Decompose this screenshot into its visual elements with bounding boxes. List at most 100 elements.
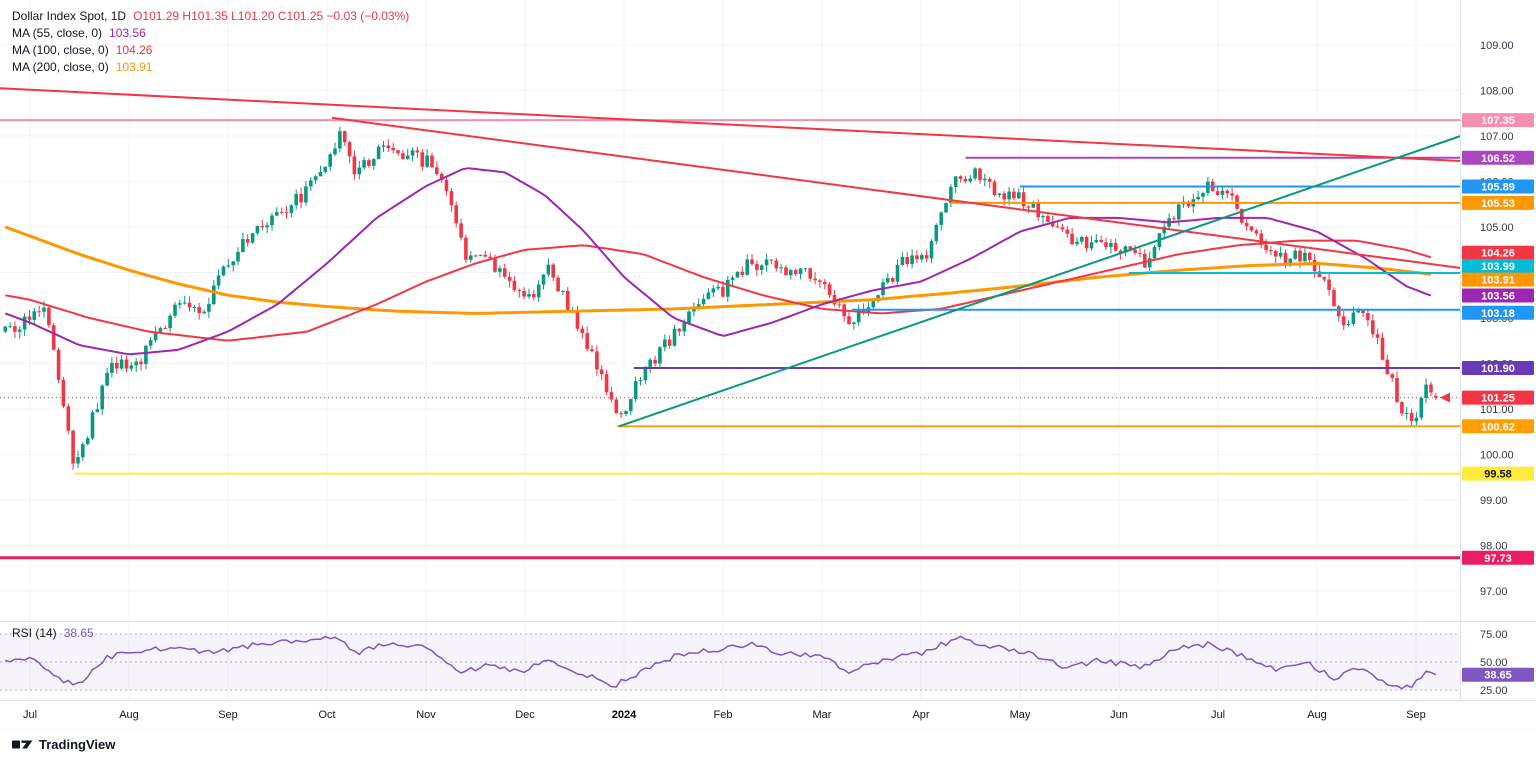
candle-body [270,215,274,226]
candle-body [886,278,890,283]
candle-body [1395,377,1399,402]
candle-body [808,268,812,279]
candle-body [1307,252,1312,260]
candle-body [110,362,114,373]
candle-body [595,351,599,370]
ma-value: 103.56 [109,26,146,40]
candle-body [71,430,75,464]
candle-body [1409,413,1414,422]
candle-body [415,150,420,153]
rsi-axis-label: 75.00 [1480,629,1508,641]
candle-body [22,316,27,330]
price-axis[interactable] [1461,0,1536,700]
chart-canvas[interactable]: 109.00108.00107.00106.00105.00104.00103.… [0,0,1536,700]
price-badge [1462,361,1534,375]
candle-body [299,194,303,203]
candle-body [1264,244,1268,251]
candle-body [192,307,197,308]
ma-legend-row[interactable]: MA (55, close, 0) 103.56 [12,25,409,42]
candle-body [924,255,929,259]
symbol-row[interactable]: Dollar Index Spot, 1D O101.29 H101.35 L10… [12,8,409,25]
candle-body [769,259,774,261]
tradingview-logo-icon [12,740,33,749]
candle-body [677,328,682,332]
candle-body [1138,252,1142,254]
candle-body [8,326,12,328]
candle-body [129,365,134,369]
price-badge-label: 101.90 [1481,363,1515,375]
candle-body [1186,201,1191,207]
candle-body [1278,252,1283,257]
candle-body [575,310,580,329]
candle-body [1002,193,1006,200]
candle-body [444,180,449,192]
price-badge [1462,195,1534,210]
candle-body [1046,215,1050,222]
candle-body [527,294,531,297]
candle-body [3,326,8,332]
candle-body [992,181,997,195]
price-badge [1462,179,1534,194]
candle-body [798,268,803,275]
candle-body [498,268,502,272]
candle-body [439,174,444,180]
candle-body [1104,242,1108,247]
time-axis-label: Dec [515,709,535,721]
candle-body [1322,276,1327,280]
candle-body [216,275,221,286]
candle-body [1259,233,1263,245]
price-badge [1462,150,1534,165]
candle-body [643,366,648,381]
candle-body [250,233,255,243]
candle-body [173,304,177,316]
candle-body [1390,374,1394,378]
price-badge-label: 103.99 [1481,261,1515,273]
candle-body [949,186,953,204]
candle-body [318,172,323,177]
candle-body [609,392,614,400]
candle-body [1196,197,1200,200]
ma-legend-row[interactable]: MA (200, close, 0) 103.91 [12,59,409,76]
candle-body [488,256,492,259]
trendline [618,135,1461,428]
ma-legend-row[interactable]: MA (100, close, 0) 104.26 [12,42,409,59]
candle-body [1371,320,1375,335]
candle-body [1147,258,1152,268]
candle-body [309,180,313,187]
gridlines [0,0,1460,700]
candle-body [837,304,842,306]
candle-body [1375,334,1380,338]
candle-body [105,372,109,386]
price-badge-label: 107.35 [1481,115,1515,127]
candle-body [294,194,298,206]
price-axis-label: 100.00 [1480,450,1514,462]
candle-body [56,349,61,380]
candle-body [934,224,939,242]
candle-body [410,150,415,156]
candle-body [342,131,347,143]
candles-layer [3,126,1438,470]
candle-body [706,292,711,299]
candle-body [478,254,483,256]
time-axis-label: Aug [1307,709,1327,721]
price-badge [1462,305,1534,320]
candle-body [207,304,211,312]
candle-body [813,278,817,281]
time-axis-label: Mar [812,709,832,721]
candle-body [1031,202,1036,208]
rsi-badge [1462,667,1534,682]
price-badge-label: 106.52 [1481,153,1515,165]
candle-body [212,285,216,305]
time-axis[interactable]: Jul Aug Sep Oct Nov Dec 2024 Feb Mar Apr May Jun Jul… [0,700,1536,729]
candle-body [832,295,837,305]
tradingview-logo[interactable]: TradingView [12,737,115,752]
candle-body [852,322,856,325]
price-badge [1462,113,1534,128]
candle-body [648,359,652,367]
candle-body [1225,190,1230,194]
rsi-legend[interactable]: RSI (14) 38.65 [12,626,94,640]
chart-legend: Dollar Index Spot, 1D O101.29 H101.35 L10… [12,8,409,76]
candle-body [1429,384,1433,393]
candle-body [1215,191,1220,195]
candle-body [1274,251,1278,257]
